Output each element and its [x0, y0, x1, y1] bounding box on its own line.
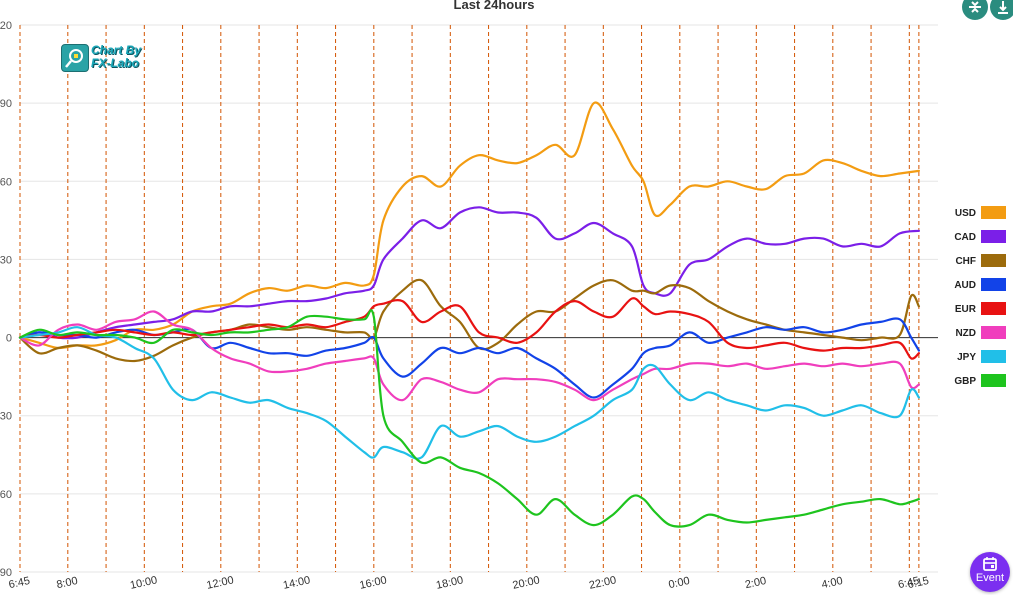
x-tick-label: 16:00 — [358, 574, 387, 591]
horizontal-gridlines — [20, 24, 938, 573]
legend-swatch-aud[interactable] — [981, 278, 1006, 291]
series-line-eur — [18, 297, 920, 360]
y-tick-label: 60 — [0, 489, 12, 501]
download-button[interactable] — [990, 0, 1013, 20]
series-line-aud — [18, 317, 920, 399]
logo-line-2: FX-Labo — [91, 56, 139, 70]
series-line-gbp — [18, 309, 920, 528]
x-tick-label: 10:00 — [129, 574, 158, 591]
y-tick-label: 20 — [0, 20, 12, 32]
y-tick-label: 60 — [0, 176, 12, 188]
legend-label-jpy: JPY — [957, 352, 976, 363]
chart-title: Last 24hours — [454, 0, 535, 12]
legend-label-cad: CAD — [954, 232, 976, 243]
logo-line-1: Chart By — [91, 43, 142, 57]
legend-label-usd: USD — [955, 208, 976, 219]
legend-label-gbp: GBP — [954, 376, 976, 387]
series-lines — [18, 101, 920, 528]
calendar-icon — [983, 557, 997, 571]
event-button[interactable]: Event — [970, 552, 1010, 592]
y-tick-label: 90 — [0, 567, 12, 579]
x-tick-label: 2:00 — [744, 575, 767, 591]
x-tick-label: 20:00 — [511, 574, 540, 591]
legend-swatch-chf[interactable] — [981, 254, 1006, 267]
legend: USD CAD CHF AUD EUR NZD JPY GBP — [954, 206, 1006, 387]
legend-swatch-eur[interactable] — [981, 302, 1006, 315]
x-tick-label: 6:45 — [8, 575, 31, 591]
series-line-jpy — [18, 326, 920, 460]
compress-button[interactable] — [962, 0, 988, 20]
legend-swatch-gbp[interactable] — [981, 374, 1006, 387]
legend-swatch-cad[interactable] — [981, 230, 1006, 243]
download-icon — [998, 1, 1008, 14]
series-line-nzd — [18, 310, 920, 402]
x-tick-label: 18:00 — [435, 574, 464, 591]
series-line-usd — [18, 101, 920, 350]
series-line-cad — [18, 206, 920, 340]
legend-label-eur: EUR — [955, 304, 977, 315]
legend-label-chf: CHF — [955, 256, 976, 267]
x-tick-label: 12:00 — [205, 574, 234, 591]
logo-mark-icon — [61, 44, 89, 72]
vertical-gridlines — [19, 25, 920, 572]
logo-text: Chart By FX-Labo — [91, 44, 141, 70]
y-axis: 90 60 30 0 30 60 90 20 — [0, 20, 12, 579]
y-tick-label: 90 — [0, 98, 12, 110]
chart-by-fx-labo-logo: Chart By FX-Labo — [61, 44, 165, 74]
x-tick-label: 0:00 — [667, 575, 690, 591]
x-tick-label: 4:00 — [820, 575, 843, 591]
x-axis: 6:45 8:00 10:00 12:00 14:00 16:00 18:00 20:00 22… — [8, 574, 930, 591]
y-tick-label: 30 — [0, 254, 12, 266]
legend-label-aud: AUD — [954, 280, 976, 291]
y-tick-label: 30 — [0, 411, 12, 423]
x-tick-label: 6:15 — [907, 575, 930, 591]
x-tick-label: 14:00 — [282, 574, 311, 591]
legend-swatch-usd[interactable] — [981, 206, 1006, 219]
event-button-label: Event — [975, 572, 1005, 584]
x-tick-label: 8:00 — [55, 575, 78, 591]
legend-swatch-nzd[interactable] — [981, 326, 1006, 339]
compress-icon — [969, 1, 981, 13]
legend-label-nzd: NZD — [955, 328, 976, 339]
x-tick-label: 22:00 — [588, 574, 617, 591]
x-tick-label: 6:45 — [897, 575, 920, 591]
y-tick-label: 0 — [6, 333, 12, 345]
legend-swatch-jpy[interactable] — [981, 350, 1006, 363]
